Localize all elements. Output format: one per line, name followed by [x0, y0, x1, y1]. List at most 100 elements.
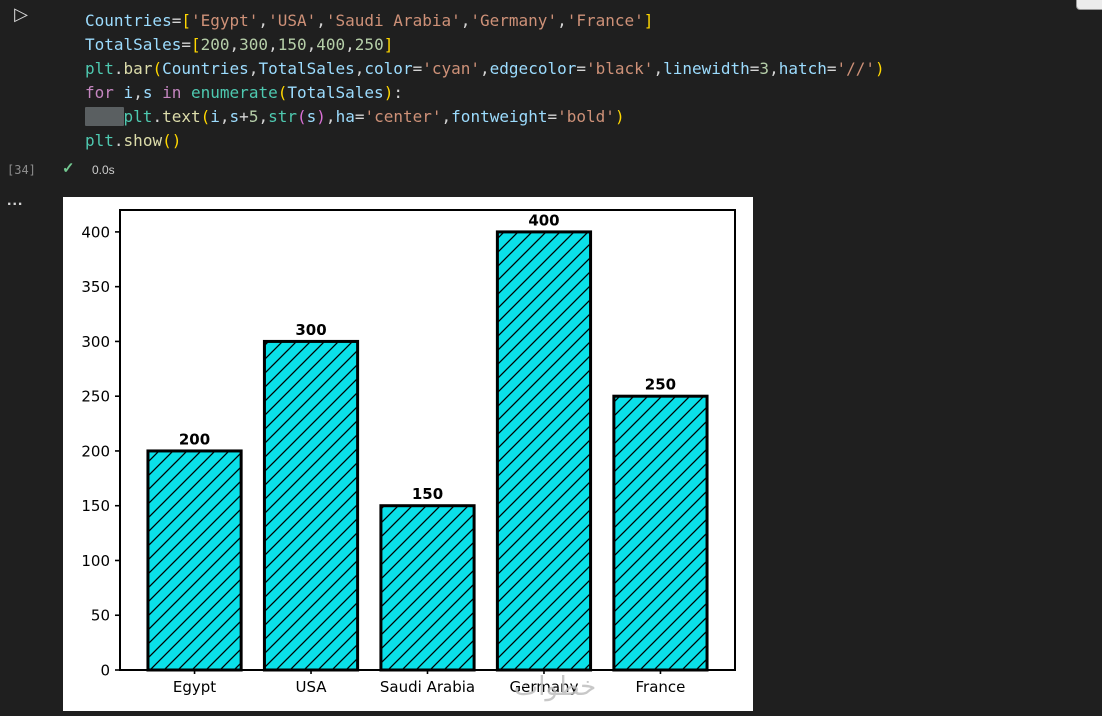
- code-token: (: [152, 59, 163, 78]
- y-tick-label: 250: [81, 388, 110, 406]
- code-token: s: [229, 107, 240, 126]
- code-token: =: [181, 35, 191, 54]
- code-token: ): [875, 59, 885, 78]
- code-token: (: [162, 131, 172, 150]
- y-tick-label: 50: [91, 607, 110, 625]
- code-token: ,: [229, 35, 240, 54]
- code-token: ,: [258, 11, 269, 30]
- bar-value-label: 150: [412, 485, 443, 503]
- code-token: [152, 83, 162, 102]
- bar-hatch: [147, 450, 242, 670]
- code-token: .: [152, 107, 163, 126]
- code-line: for i,s in enumerate(TotalSales):: [85, 81, 885, 105]
- code-token: ha: [335, 107, 355, 126]
- code-editor[interactable]: Countries=['Egypt','USA','Saudi Arabia',…: [85, 9, 885, 153]
- y-tick-label: 400: [81, 223, 110, 241]
- x-tick-label: USA: [295, 678, 327, 696]
- code-token: 'center': [364, 107, 442, 126]
- code-token: (: [200, 107, 211, 126]
- code-token: in: [162, 83, 182, 102]
- code-token: 250: [354, 35, 384, 54]
- execution-count: [34]: [7, 163, 36, 177]
- output-ellipsis[interactable]: ...: [7, 192, 24, 209]
- code-token: ,: [248, 59, 259, 78]
- code-token: 'France': [566, 11, 644, 30]
- code-token: hatch: [778, 59, 827, 78]
- code-token: .: [113, 131, 124, 150]
- code-token: plt: [123, 107, 153, 126]
- code-token: =: [412, 59, 423, 78]
- chart-output: 0 50 100 150 200 250 300 350 400 Egypt 200 USA 300 Sa…: [63, 197, 753, 711]
- code-token: TotalSales: [85, 35, 182, 54]
- code-token: 'black': [586, 59, 654, 78]
- code-token: TotalSales: [287, 83, 384, 102]
- code-token: ): [383, 83, 394, 102]
- code-token: ,: [460, 11, 471, 30]
- code-token: ): [171, 131, 182, 150]
- code-token: +: [239, 107, 249, 126]
- code-token: for: [85, 83, 114, 102]
- code-token: ,: [306, 35, 317, 54]
- code-token: i: [123, 83, 134, 102]
- code-token: (: [297, 107, 307, 126]
- code-token: [181, 83, 191, 102]
- code-token: s: [142, 83, 153, 102]
- code-token: 'Egypt': [190, 11, 259, 30]
- code-token: color: [364, 59, 413, 78]
- y-tick-label: 150: [81, 497, 110, 515]
- code-line: plt.bar(Countries,TotalSales,color='cyan…: [85, 57, 885, 81]
- code-token: :: [393, 83, 403, 102]
- code-token: 5: [248, 107, 259, 126]
- bar-hatch: [613, 396, 708, 670]
- bar-value-label: 250: [645, 376, 676, 394]
- cell-toolbar-fragment[interactable]: [1076, 0, 1102, 10]
- code-line: Countries=['Egypt','USA','Saudi Arabia',…: [85, 9, 885, 33]
- code-token: =: [749, 59, 760, 78]
- code-token: bar: [123, 59, 153, 78]
- code-token: 'Germany': [470, 11, 558, 30]
- code-line: TotalSales=[200,300,150,400,250]: [85, 33, 885, 57]
- code-token: .: [113, 59, 124, 78]
- run-cell-button[interactable]: ▷: [14, 4, 28, 24]
- code-token: i: [210, 107, 220, 126]
- code-token: [: [190, 35, 201, 54]
- code-token: ,: [653, 59, 664, 78]
- code-token: TotalSales: [258, 59, 355, 78]
- code-token: Countries: [85, 11, 172, 30]
- code-token: =: [171, 11, 182, 30]
- code-line: plt.show(): [85, 129, 885, 153]
- code-token: ,: [316, 11, 326, 30]
- code-token: str: [268, 107, 297, 126]
- x-tick-label: Germany: [510, 678, 579, 696]
- code-token: ,: [354, 59, 365, 78]
- y-tick-label: 350: [81, 278, 110, 296]
- bar-value-label: 400: [528, 211, 559, 229]
- code-token: =: [547, 107, 558, 126]
- code-token: =: [576, 59, 586, 78]
- code-token: linewidth: [663, 59, 750, 78]
- code-token: ,: [325, 107, 336, 126]
- code-token: 150: [277, 35, 307, 54]
- bar-hatch: [497, 231, 591, 670]
- code-token: 'bold': [557, 107, 615, 126]
- code-token: 'USA': [268, 11, 317, 30]
- x-tick-label: Egypt: [173, 678, 216, 696]
- bar-hatch: [264, 341, 358, 670]
- bar-hatch: [380, 505, 475, 670]
- code-token: plt: [85, 59, 114, 78]
- code-token: ,: [268, 35, 278, 54]
- execution-time: 0.0s: [92, 163, 115, 177]
- y-tick-label: 200: [81, 442, 110, 460]
- x-tick-label: Saudi Arabia: [380, 678, 475, 696]
- code-token: ,: [769, 59, 779, 78]
- code-token: =: [826, 59, 837, 78]
- bar-chart-svg: 0 50 100 150 200 250 300 350 400 Egypt 200 USA 300 Sa…: [81, 209, 736, 702]
- code-token: 3: [759, 59, 770, 78]
- code-token: ): [614, 107, 625, 126]
- code-token: text: [162, 107, 201, 126]
- axes-frame: [119, 209, 736, 671]
- code-line: plt.text(i,s+5,str(s),ha='center',fontwe…: [85, 105, 885, 129]
- code-token: edgecolor: [489, 59, 577, 78]
- code-token: ,: [441, 107, 452, 126]
- code-token: ]: [643, 11, 654, 30]
